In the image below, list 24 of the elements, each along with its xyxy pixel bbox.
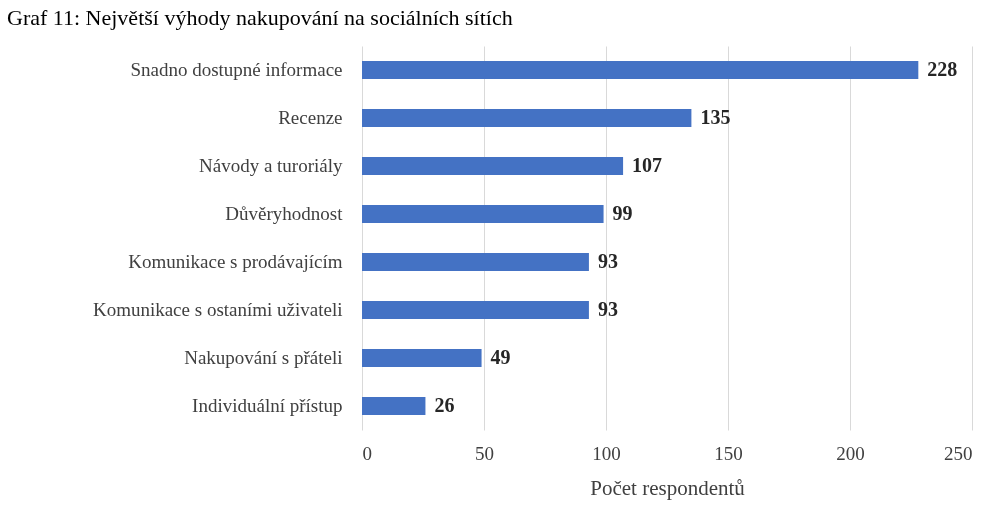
x-tick-label: 50: [475, 442, 494, 464]
y-tick-label: Komunikace s ostaními uživateli: [92, 299, 343, 320]
x-tick-label: 250: [944, 442, 973, 464]
x-tick-label: 100: [592, 442, 621, 464]
data-label: 135: [700, 106, 731, 128]
data-label: 107: [632, 154, 663, 176]
data-label: 49: [490, 346, 511, 368]
data-label: 228: [927, 58, 958, 80]
y-tick-label: Snadno dostupné informace: [130, 59, 343, 80]
y-tick-label: Komunikace s prodávajícím: [128, 251, 343, 272]
data-label: 99: [612, 202, 633, 224]
y-tick-label: Recenze: [278, 107, 343, 128]
x-tick-label: 0: [362, 442, 372, 464]
y-tick-label: Nakupování s přáteli: [184, 347, 343, 368]
y-tick-label: Individuální přístup: [192, 395, 343, 416]
x-tick-label: 150: [714, 442, 743, 464]
y-tick-label: Důvěryhodnost: [225, 203, 344, 224]
data-label: 93: [597, 250, 618, 272]
chart-title: Graf 11: Největší výhody nakupování na sociálních sítích: [7, 5, 513, 30]
y-tick-label: Návody a turoriály: [198, 155, 343, 176]
data-label: 26: [434, 394, 455, 416]
x-axis-title: Počet respondentů: [590, 475, 746, 500]
data-label: 93: [597, 298, 618, 320]
x-tick-label: 200: [836, 442, 865, 464]
